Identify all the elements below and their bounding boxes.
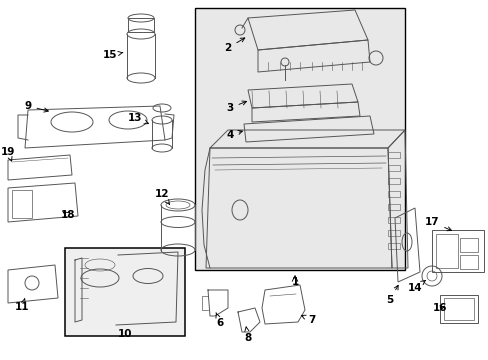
Bar [387,152,399,158]
Bar [387,243,399,249]
Bar [128,18,154,32]
Bar [439,295,477,323]
Text: 19: 19 [1,147,15,161]
Bar [387,165,399,171]
Bar [431,230,483,272]
Text: 15: 15 [102,50,122,60]
Text: 17: 17 [424,217,450,231]
Bar [387,204,399,210]
Text: 7: 7 [301,315,315,325]
Text: 1: 1 [291,277,298,287]
Text: 14: 14 [407,280,425,293]
Bar [387,178,399,184]
Text: 2: 2 [224,38,244,53]
Bar [387,230,399,236]
Bar [387,217,399,223]
Text: 8: 8 [244,327,251,343]
Text: 18: 18 [61,210,75,220]
Text: 4: 4 [226,130,242,140]
Text: 5: 5 [386,285,397,305]
Text: 10: 10 [118,329,132,339]
Text: 12: 12 [154,189,169,204]
Text: 3: 3 [226,101,246,113]
Bar [65,248,184,336]
Text: 9: 9 [24,101,48,112]
Bar [387,191,399,197]
Bar [12,190,32,218]
Bar [459,255,477,269]
Bar [435,234,457,268]
Bar [443,298,473,320]
Bar [195,8,404,270]
Text: 11: 11 [15,299,29,312]
Text: 16: 16 [432,303,447,313]
Bar [459,238,477,252]
Text: 6: 6 [216,312,223,328]
Text: 13: 13 [127,113,148,124]
